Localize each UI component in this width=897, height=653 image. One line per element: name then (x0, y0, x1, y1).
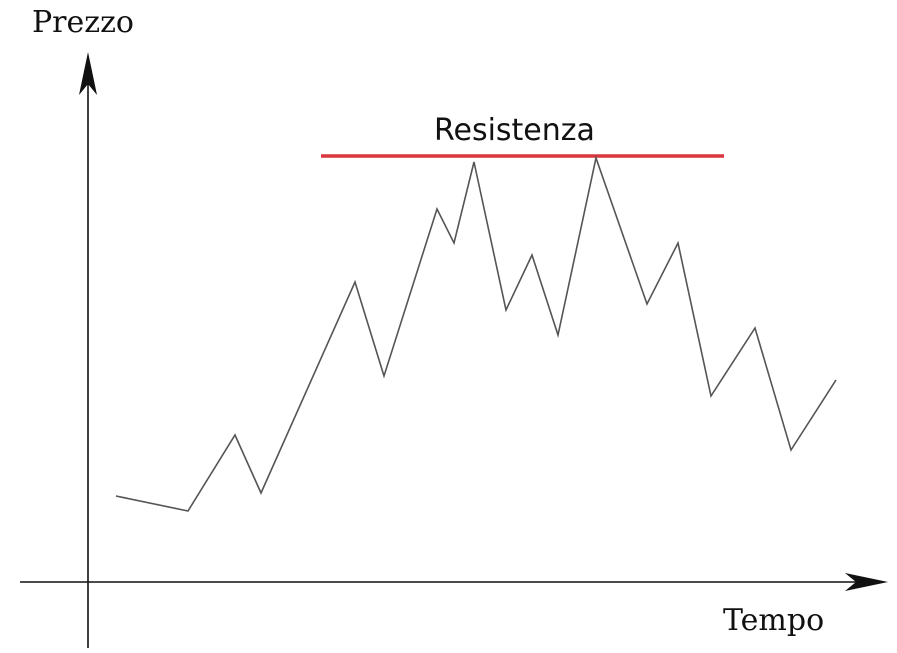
x-axis-arrow (845, 573, 888, 591)
y-axis-label: Prezzo (32, 5, 134, 40)
y-axis-arrow (79, 52, 97, 95)
price-line (115, 155, 837, 512)
x-axis-label: Tempo (723, 603, 824, 638)
x-axis (20, 573, 888, 591)
y-axis (79, 52, 97, 648)
resistance-label: Resistenza (434, 113, 595, 148)
